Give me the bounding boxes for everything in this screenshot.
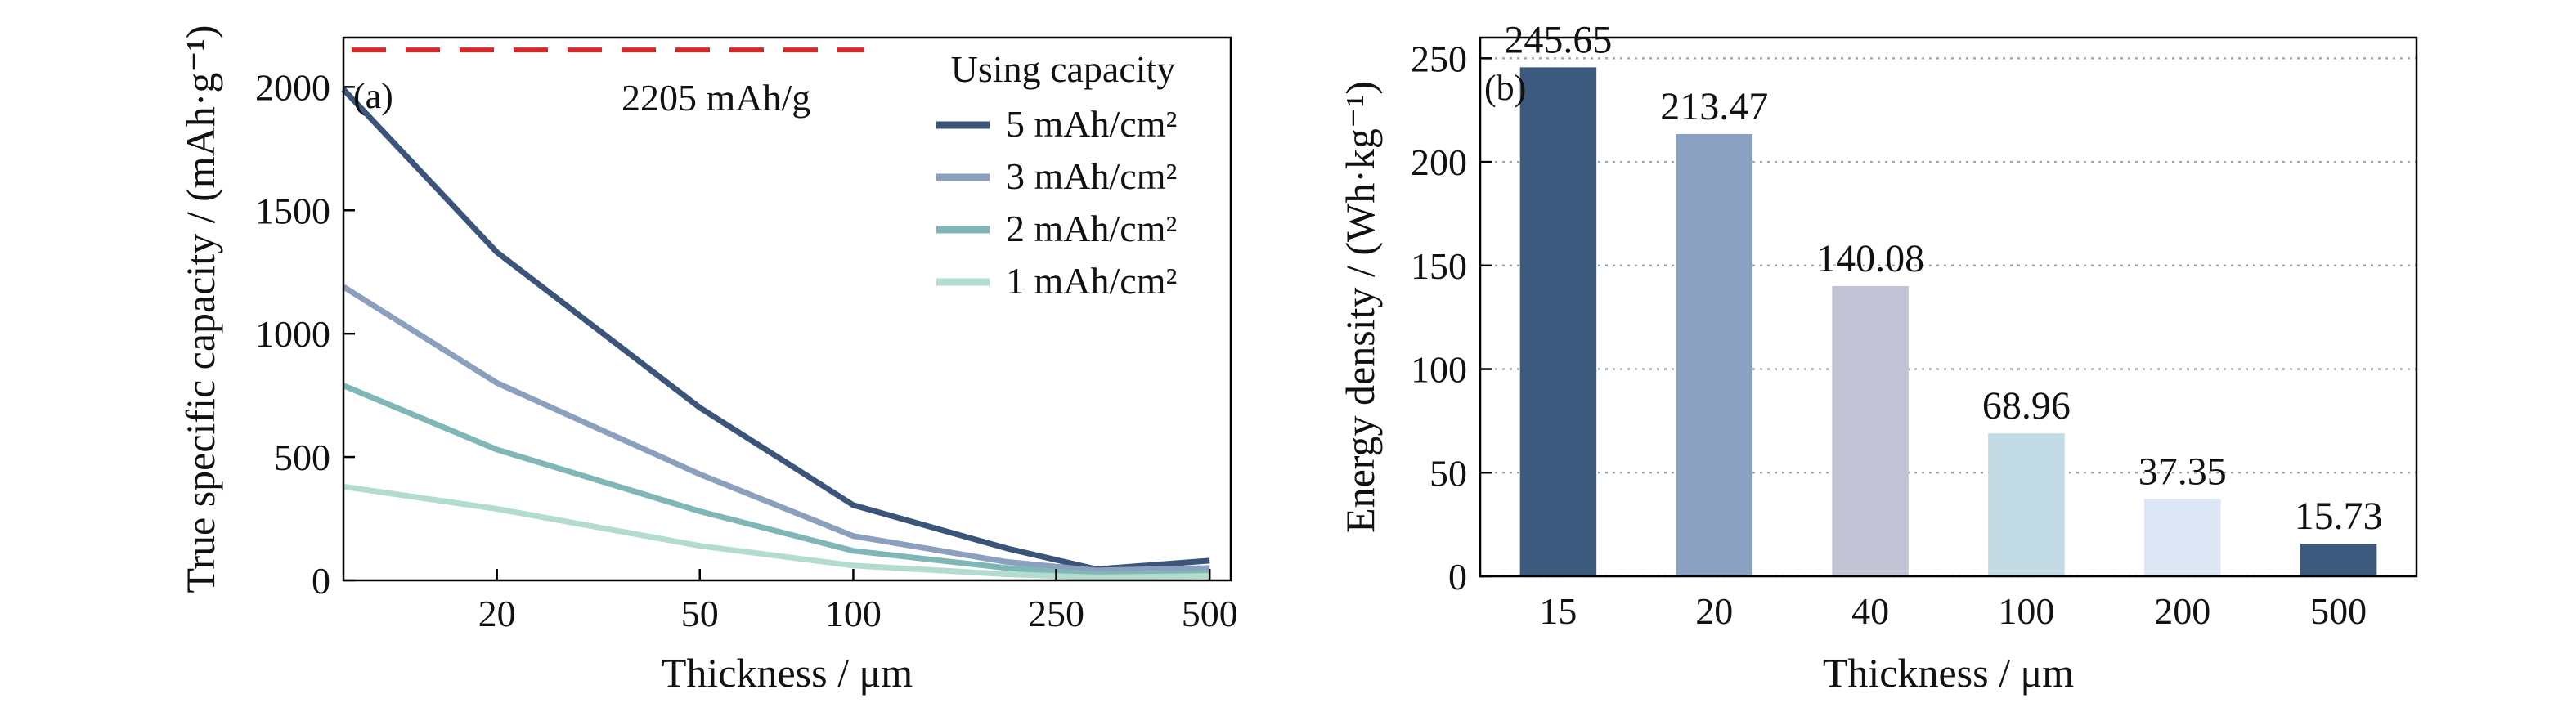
legend: Using capacity 5 mAh/cm² 3 mAh/cm² 2 mAh/c…: [936, 48, 1177, 302]
legend-entry-4: 1 mAh/cm²: [1006, 260, 1177, 302]
x-tick-label: 20: [478, 593, 516, 634]
panel-label: (b): [1484, 68, 1526, 108]
y-tick-label: 200: [1411, 141, 1467, 183]
plot-frame: [342, 36, 1232, 582]
legend-entry-1: 5 mAh/cm²: [1006, 103, 1177, 145]
bar-100: [1988, 433, 2065, 576]
legend-title: Using capacity: [951, 48, 1176, 90]
series-line-4: [343, 483, 1210, 580]
bar-20: [1676, 133, 1753, 576]
x-tick-label: 500: [1182, 593, 1238, 634]
y-tick-label: 0: [312, 560, 330, 602]
y-tick-label: 500: [274, 437, 330, 478]
legend-entry-3: 2 mAh/cm²: [1006, 208, 1177, 249]
x-tick-label: 100: [825, 593, 882, 634]
bar-chart-panel: 15 20 40 100 200 500 0 50 100 150 200 250 245.65 213…: [1337, 18, 2418, 696]
x-tick-label: 20: [1695, 590, 1733, 632]
y-tick-label: 1500: [255, 190, 330, 231]
axis-ticks: 15 20 40 100 200 500 0 50 100 150 200 250: [1411, 38, 2367, 632]
bar-value-label: 245.65: [1504, 18, 1612, 61]
y-tick-label: 1000: [255, 313, 330, 355]
line-chart-panel: 20 50 100 250 500 0 500 1000 1500 2000 (a) Thickn…: [177, 25, 1238, 696]
y-axis-label: Energy density / (Wh·kg⁻¹): [1337, 81, 1383, 533]
x-tick-label: 100: [1998, 590, 2054, 632]
bar-value-label: 213.47: [1660, 85, 1768, 128]
x-axis-label: Thickness / μm: [1823, 650, 2074, 696]
series-line-2: [342, 284, 1210, 574]
bars: [1519, 67, 2377, 577]
reference-line-label: 2205 mAh/g: [622, 77, 810, 119]
x-tick-label: 250: [1028, 593, 1084, 634]
legend-entry-2: 3 mAh/cm²: [1006, 155, 1177, 197]
y-tick-label: 100: [1411, 349, 1467, 391]
x-axis-label: Thickness / μm: [662, 650, 913, 696]
x-tick-label: 40: [1851, 590, 1889, 632]
y-tick-label: 2000: [255, 66, 330, 108]
y-axis-label: True specific capacity / (mAh·g⁻¹): [177, 25, 223, 593]
axis-ticks: 20 50 100 250 500 0 500 1000 1500 2000: [255, 66, 1238, 634]
bar-value-label: 37.35: [2138, 450, 2227, 493]
x-tick-label: 50: [681, 593, 719, 634]
gridlines: [1480, 57, 2417, 578]
series-line-3: [342, 383, 1210, 577]
value-labels: 245.65 213.47 140.08 68.96 37.35 15.73: [1504, 18, 2382, 538]
bar-200: [2143, 499, 2221, 576]
y-tick-label: 50: [1429, 452, 1467, 494]
x-tick-label: 500: [2310, 590, 2367, 632]
bar-40: [1832, 285, 1909, 576]
bar-value-label: 15.73: [2295, 495, 2383, 538]
series-lines: [341, 87, 1210, 580]
bar-value-label: 140.08: [1816, 237, 1924, 280]
x-tick-label: 15: [1539, 590, 1577, 632]
x-tick-label: 200: [2154, 590, 2210, 632]
bar-500: [2300, 544, 2377, 576]
y-tick-label: 0: [1448, 556, 1467, 598]
y-tick-label: 250: [1411, 38, 1467, 79]
bar-value-label: 68.96: [1982, 384, 2071, 428]
bar-15: [1519, 67, 1597, 577]
plot-frame: [1479, 36, 2418, 578]
y-tick-label: 150: [1411, 245, 1467, 287]
panel-label: (a): [353, 76, 393, 116]
